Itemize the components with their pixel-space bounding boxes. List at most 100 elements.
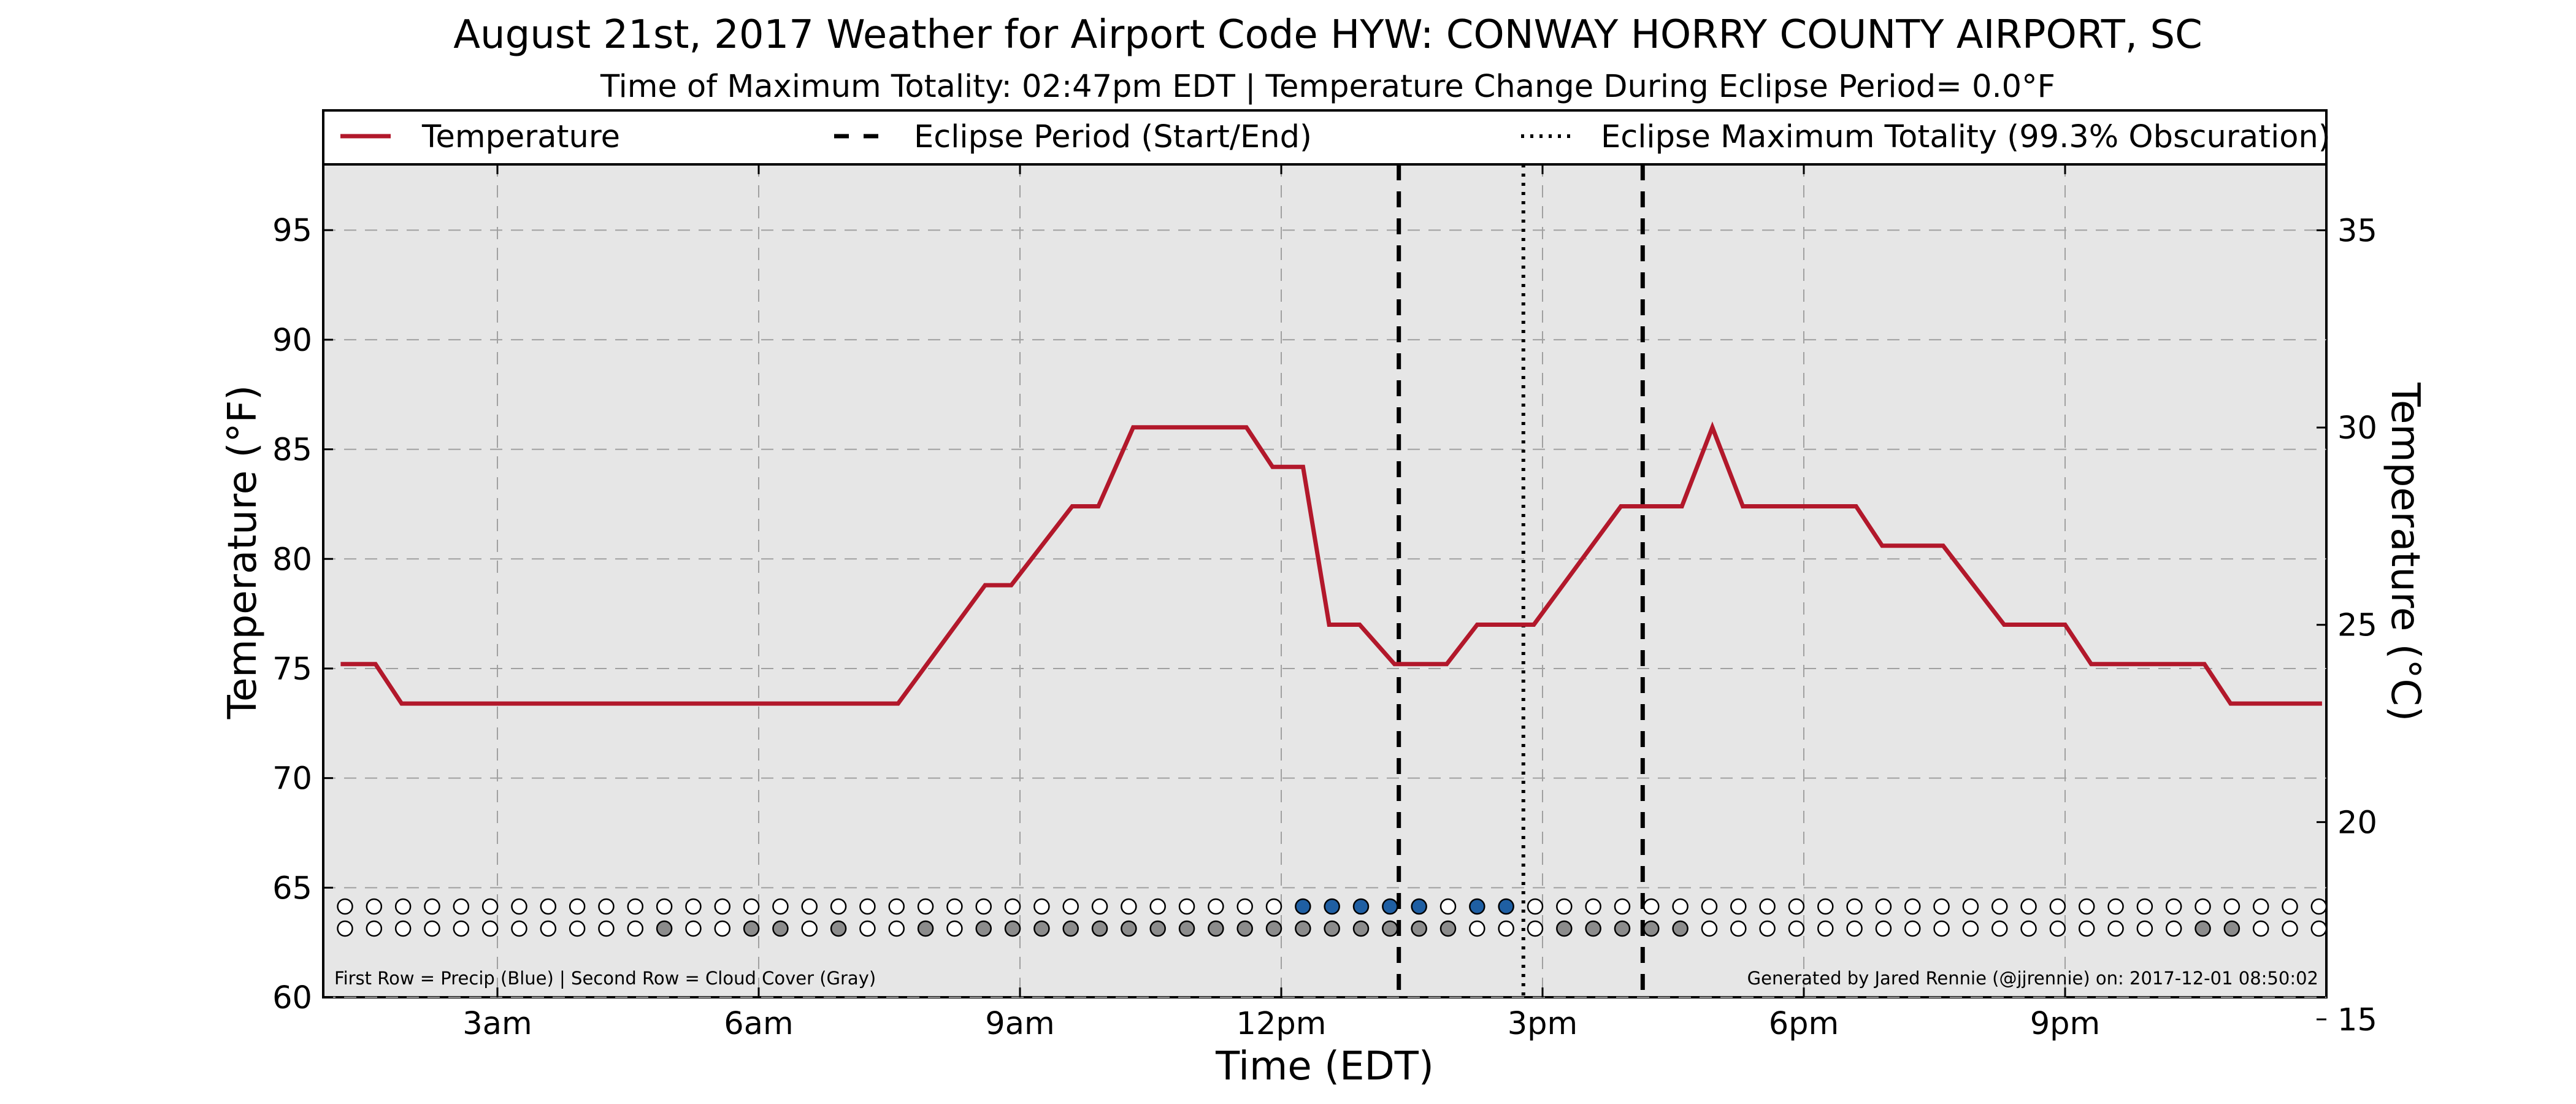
cloud-marker — [1091, 920, 1108, 937]
cloud-marker — [481, 920, 499, 937]
cloud-marker — [569, 920, 586, 937]
legend-label-temperature: Temperature — [421, 119, 620, 155]
y-axis-label: Temperature (°F) — [220, 385, 266, 720]
precip-marker — [1091, 898, 1108, 915]
cloud-marker — [888, 920, 905, 937]
precip-marker — [1498, 898, 1514, 915]
precip-marker — [1962, 898, 1979, 915]
precip-marker — [1643, 898, 1660, 915]
precip-marker — [598, 898, 615, 915]
precip-marker — [1614, 898, 1631, 915]
y2-tick-label: 25 — [2337, 608, 2377, 644]
cloud-marker — [394, 920, 412, 937]
cloud-marker — [1875, 920, 1892, 937]
legend-box — [322, 109, 2328, 166]
y2-axis-label: Temperature (°C) — [2382, 382, 2428, 721]
cloud-marker — [1904, 920, 1921, 937]
precip-marker — [1933, 898, 1950, 915]
grid-lines — [323, 164, 2326, 998]
cloud-marker — [743, 920, 760, 937]
precip-marker — [772, 898, 789, 915]
precip-marker — [1295, 898, 1311, 915]
cloud-marker — [946, 920, 963, 937]
cloud-marker — [1295, 920, 1311, 937]
y2-tick-label: 35 — [2337, 213, 2377, 249]
cloud-marker — [540, 920, 557, 937]
cloud-marker — [2020, 920, 2037, 937]
cloud-marker — [1062, 920, 1079, 937]
cloud-marker — [1324, 920, 1340, 937]
cloud-marker — [2107, 920, 2124, 937]
precip-marker — [453, 898, 470, 915]
cloud-marker — [1149, 920, 1166, 937]
cloud-marker — [1759, 920, 1776, 937]
precip-marker — [1382, 898, 1398, 915]
precip-marker — [2078, 898, 2095, 915]
precip-marker — [1701, 898, 1718, 915]
precip-marker — [1817, 898, 1834, 915]
x-tick-label: 9am — [985, 1006, 1054, 1042]
cloud-marker — [1672, 920, 1689, 937]
cloud-marker — [1121, 920, 1137, 937]
y-tick-label: 75 — [272, 651, 312, 688]
precip-marker — [1265, 898, 1282, 915]
y-axis-ticks: 60 65 70 75 80 85 90 95 — [272, 213, 333, 1016]
cloud-marker — [1730, 920, 1747, 937]
chart-subtitle: Time of Maximum Totality: 02:47pm EDT | … — [600, 69, 2055, 105]
y2-tick-label: 30 — [2337, 410, 2377, 447]
chart-title: August 21st, 2017 Weather for Airport Co… — [453, 12, 2202, 58]
y2-axis-ticks: 15 20 25 30 35 — [2317, 213, 2377, 1038]
precip-marker — [2165, 898, 2182, 915]
precip-marker — [1062, 898, 1079, 915]
cloud-marker — [1614, 920, 1631, 937]
x-tick-label: 6am — [724, 1006, 793, 1042]
legend-label-eclipse-period: Eclipse Period (Start/End) — [914, 119, 1312, 155]
precip-marker — [569, 898, 586, 915]
cloud-marker — [1933, 920, 1950, 937]
y2-tick-label: 15 — [2337, 1002, 2377, 1038]
footnote-left: First Row = Precip (Blue) | Second Row =… — [334, 968, 876, 989]
cloud-marker — [801, 920, 818, 937]
precip-marker — [1208, 898, 1224, 915]
y-tick-label: 80 — [272, 542, 312, 578]
temperature-line — [340, 421, 2322, 706]
precip-marker — [859, 898, 876, 915]
x-axis-label: Time (EDT) — [1215, 1044, 1434, 1089]
precip-marker — [2310, 898, 2328, 915]
precip-marker — [1236, 898, 1253, 915]
precip-marker — [1178, 898, 1195, 915]
cloud-marker — [2310, 920, 2328, 937]
cloud-marker — [366, 920, 383, 937]
y-tick-label: 85 — [272, 432, 312, 469]
precip-marker — [917, 898, 934, 915]
cloud-marker — [598, 920, 615, 937]
precip-marker — [2282, 898, 2298, 915]
cloud-marker — [1208, 920, 1224, 937]
cloud-marker — [1701, 920, 1718, 937]
cloud-marker — [772, 920, 789, 937]
cloud-marker — [1527, 920, 1544, 937]
precip-marker — [627, 898, 644, 915]
cloud-marker — [1265, 920, 1282, 937]
cloud-marker — [1556, 920, 1573, 937]
cloud-marker — [1004, 920, 1021, 937]
cloud-marker — [917, 920, 934, 937]
precip-marker — [2252, 898, 2269, 915]
cloud-marker — [1352, 920, 1370, 937]
x-tick-label: 9pm — [2030, 1006, 2101, 1042]
precip-marker — [1556, 898, 1573, 915]
cloud-marker — [975, 920, 992, 937]
precip-marker — [975, 898, 992, 915]
temperature-series — [340, 421, 2322, 706]
cloud-marker — [424, 920, 440, 937]
precip-marker — [1352, 898, 1370, 915]
cloud-marker — [2165, 920, 2182, 937]
precip-marker — [366, 898, 383, 915]
precip-marker — [2195, 898, 2211, 915]
cloud-marker — [2223, 920, 2241, 937]
cloud-marker — [1236, 920, 1253, 937]
precip-marker — [1149, 898, 1166, 915]
cloud-marker — [714, 920, 731, 937]
precip-marker — [2223, 898, 2241, 915]
